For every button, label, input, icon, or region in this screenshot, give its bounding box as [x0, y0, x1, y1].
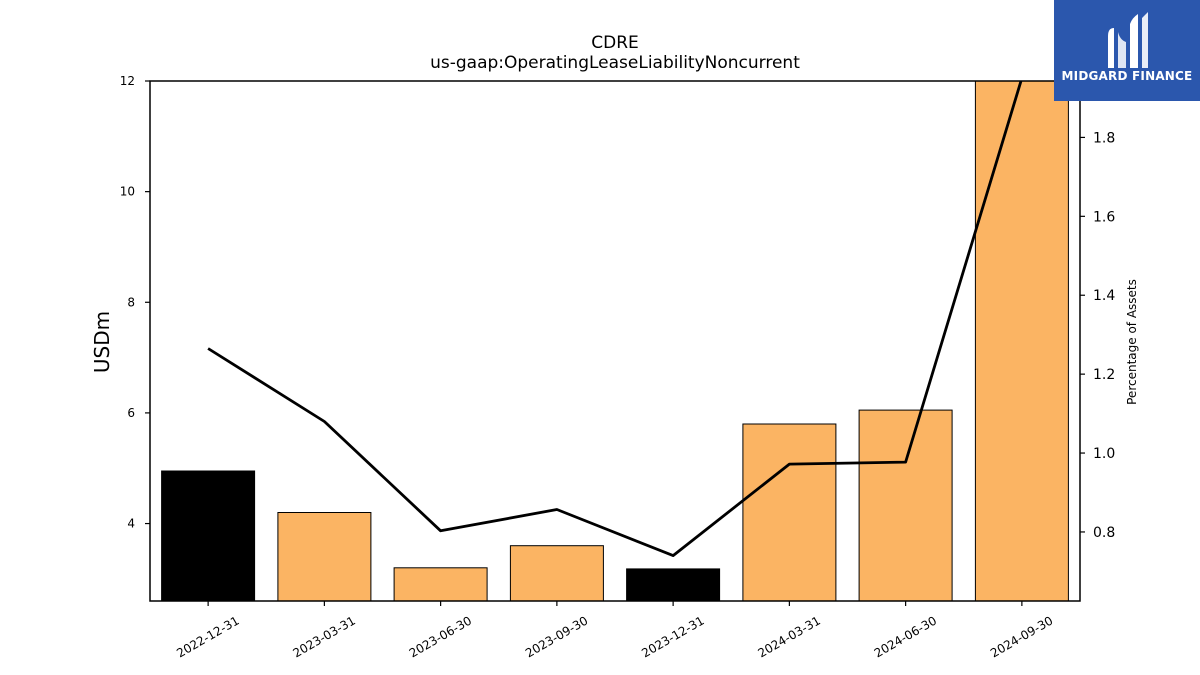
y-tick-label: 10: [120, 185, 135, 199]
y-tick-label: 6: [127, 406, 135, 420]
bar-2024-06-30: [858, 409, 953, 602]
y2-axis: 0.8 1.0 1.2 1.4 1.6 1.8: [1080, 130, 1115, 541]
x-tick-label: 2024-09-30: [988, 613, 1055, 660]
y2-tick-label: 1.6: [1093, 209, 1115, 225]
y2-tick-label: 1.4: [1093, 288, 1115, 304]
plot-frame: [149, 80, 1081, 602]
bar-2024-09-30: [974, 80, 1069, 602]
y2-tick-label: 1.0: [1093, 446, 1115, 462]
y-axis: 4 6 8 10 12: [120, 74, 150, 531]
line-group: [207, 80, 1023, 557]
bar-2022-12-31: [161, 470, 256, 602]
x-axis: 2022-12-31 2023-03-31 2023-06-30 2023-09-30…: [174, 601, 1055, 660]
x-tick-label: 2022-12-31: [174, 613, 241, 660]
bar-2023-06-30: [393, 567, 488, 602]
x-tick-label: 2023-06-30: [407, 613, 474, 660]
chart-subtitle: us-gaap:OperatingLeaseLiabilityNoncurren…: [430, 53, 800, 73]
percentage-of-assets-line: [207, 80, 1023, 557]
x-tick-label: 2024-06-30: [872, 613, 939, 660]
y-axis-label: USDm: [90, 311, 114, 373]
logo-text: MIDGARD FINANCE: [1061, 69, 1193, 83]
chart-title: CDRE: [591, 33, 639, 53]
y2-tick-label: 1.2: [1093, 367, 1115, 383]
bar-2023-12-31: [626, 568, 721, 602]
x-tick-label: 2023-09-30: [523, 613, 590, 660]
y-tick-label: 12: [120, 74, 135, 88]
y-tick-label: 8: [127, 295, 135, 309]
y2-tick-label: 0.8: [1093, 525, 1115, 541]
x-tick-label: 2024-03-31: [755, 613, 822, 660]
bars-group: [161, 80, 1069, 602]
y2-tick-label: 1.8: [1093, 130, 1115, 146]
logo-mark-icon: [1108, 12, 1148, 68]
brand-logo: MIDGARD FINANCE: [1054, 0, 1200, 101]
bar-2023-03-31: [277, 512, 372, 602]
bar-2023-09-30: [509, 545, 604, 602]
y2-axis-label: Percentage of Assets: [1125, 279, 1139, 405]
bar-2024-03-31: [742, 423, 837, 602]
x-tick-label: 2023-03-31: [290, 613, 357, 660]
y-tick-label: 4: [127, 517, 135, 531]
x-tick-label: 2023-12-31: [639, 613, 706, 660]
